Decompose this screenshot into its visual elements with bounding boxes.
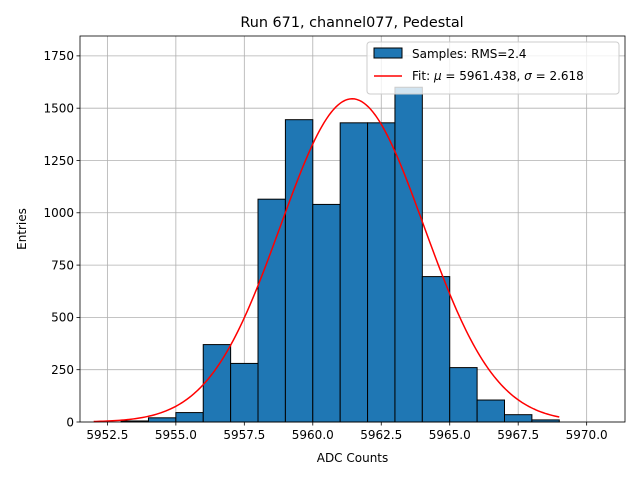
y-tick-label: 750 xyxy=(51,258,74,272)
x-tick-label: 5967.5 xyxy=(497,428,539,442)
legend-samples-swatch xyxy=(373,47,403,59)
histogram-bar xyxy=(147,417,177,423)
y-axis-ticks: 0 250 500 750 1000 1250 1500 1750 xyxy=(43,49,80,429)
chart-title: Run 671, channel077, Pedestal xyxy=(240,15,463,31)
histogram-bar xyxy=(476,399,505,423)
histogram-bars xyxy=(120,86,560,423)
y-axis-label: Entries xyxy=(15,208,29,250)
x-tick-label: 5957.5 xyxy=(223,428,265,442)
legend-box xyxy=(366,41,620,95)
x-axis-ticks: 5952.5 5955.0 5957.5 5960.0 5962.5 5965.0 5967… xyxy=(86,422,608,442)
legend-fit-label: Fit: μ = 5961.438, σ = 2.618 xyxy=(412,69,584,83)
x-tick-label: 5965.0 xyxy=(429,428,471,442)
histogram-bar xyxy=(367,122,396,423)
axes-frame xyxy=(79,35,626,423)
histogram-bar xyxy=(421,276,451,423)
y-tick-label: 500 xyxy=(51,311,74,325)
y-tick-label: 1500 xyxy=(43,101,74,115)
y-tick-label: 1250 xyxy=(43,154,74,168)
histogram-bar xyxy=(257,198,286,423)
x-tick-label: 5960.0 xyxy=(292,428,334,442)
x-axis-label: ADC Counts xyxy=(317,451,389,465)
legend-samples-label: Samples: RMS=2.4 xyxy=(412,47,527,61)
histogram-bar xyxy=(394,86,423,423)
histogram-bar xyxy=(339,122,369,423)
histogram-bar xyxy=(312,203,341,423)
histogram-bar xyxy=(175,412,204,423)
x-tick-label: 5962.5 xyxy=(360,428,402,442)
x-tick-label: 5955.0 xyxy=(155,428,197,442)
fit-curve xyxy=(93,98,560,423)
histogram-bar xyxy=(503,414,533,423)
x-tick-label: 5952.5 xyxy=(86,428,128,442)
y-tick-label: 1750 xyxy=(43,49,74,63)
histogram-bar xyxy=(202,344,232,423)
y-tick-label: 1000 xyxy=(43,206,74,220)
histogram-bar xyxy=(449,367,478,423)
histogram-bar xyxy=(284,119,314,423)
legend: Samples: RMS=2.4 Fit: μ = 5961.438, σ = … xyxy=(366,41,620,95)
y-tick-label: 250 xyxy=(51,363,74,377)
y-tick-label: 0 xyxy=(66,415,74,429)
histogram-bar xyxy=(230,362,259,423)
x-tick-label: 5970.0 xyxy=(566,428,608,442)
